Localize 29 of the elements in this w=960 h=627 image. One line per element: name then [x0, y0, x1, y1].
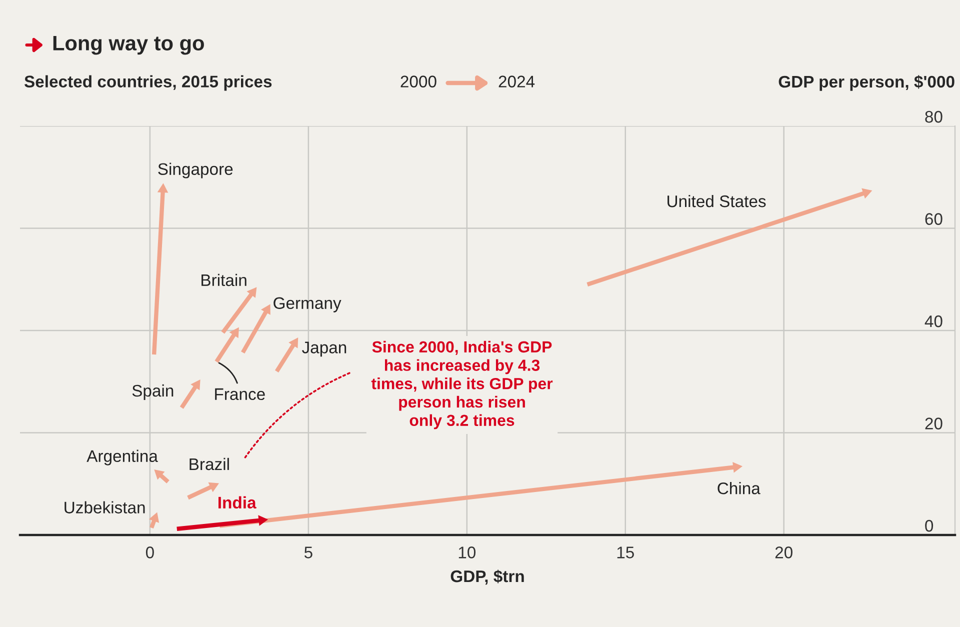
y-tick-label: 60	[925, 213, 942, 225]
x-axis-title: GDP, $trn	[450, 570, 524, 585]
series-label: Germany	[274, 297, 342, 312]
x-tick-label: 10	[458, 546, 476, 558]
series-label: Uzbekistan	[64, 501, 145, 514]
x-tick-label: 0	[146, 546, 154, 558]
series-label: Argentina	[86, 450, 158, 466]
x-tick-label: 15	[617, 546, 634, 558]
series-label: China	[718, 482, 760, 494]
chart-subtitle: Selected countries, 2015 prices	[24, 75, 272, 91]
series-label: United States	[668, 194, 766, 208]
y-tick-label: 0	[925, 520, 934, 532]
series-label: Singapore	[158, 162, 233, 178]
text: 2000	[400, 76, 436, 88]
x-tick-label: 20	[775, 546, 792, 558]
text: 2024	[498, 76, 535, 88]
series-label: Japan	[302, 342, 346, 357]
y-tick-label: 40	[924, 315, 942, 328]
annotation: Since 2000, India's GDP has increased by 4.3 times, while its GDP per person has risen only 3.2 times	[371, 340, 553, 430]
series-label: Britain	[202, 274, 246, 286]
series-label: France	[215, 388, 265, 400]
x-tick-label: 5	[304, 546, 312, 558]
series-label: Spain	[132, 384, 174, 400]
series-label: Brazil	[190, 458, 229, 470]
chart-title: Long way to go	[53, 36, 204, 55]
y-tick-label: 20	[925, 418, 942, 430]
series-label: India	[218, 496, 256, 509]
y-tick-label: 80	[925, 110, 942, 123]
y-axis-title: GDP per person, $'000	[778, 75, 954, 91]
